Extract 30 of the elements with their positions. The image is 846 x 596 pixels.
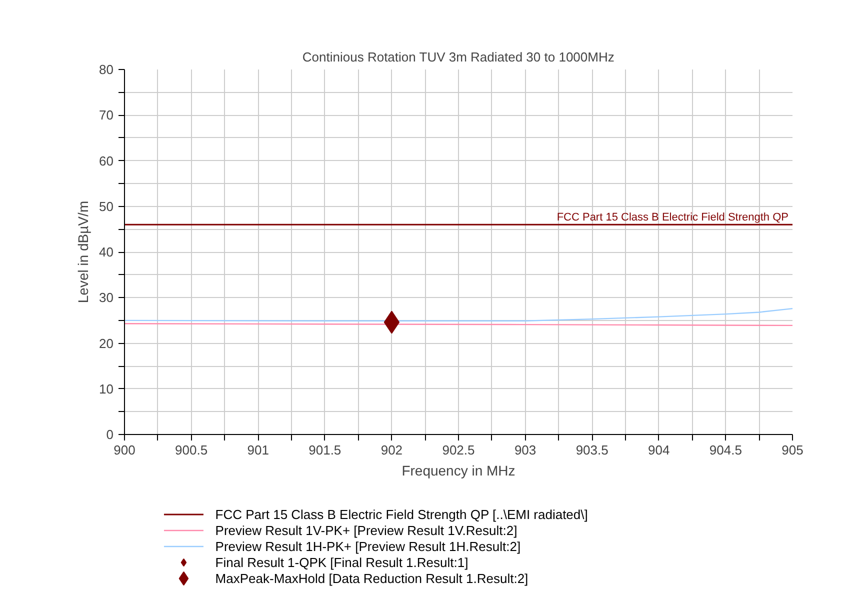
x-tick-label: 903.5 <box>576 442 608 458</box>
x-tick-label: 904.5 <box>709 442 742 458</box>
legend-label: Final Result 1-QPK [Final Result 1.Result:1] <box>215 555 468 570</box>
x-tick-label: 902.5 <box>442 442 475 458</box>
y-tick-label: 20 <box>99 336 114 351</box>
annotation: FCC Part 15 Class B Electric Field Strength QP <box>556 212 788 224</box>
y-tick-label: 50 <box>99 198 114 214</box>
legend-label: FCC Part 15 Class B Electric Field Strength QP [..\EMI radiated\] <box>215 507 588 522</box>
x-tick-label: 900.5 <box>175 442 208 458</box>
y-tick-label: 30 <box>99 290 114 306</box>
x-tick-label: 902 <box>380 442 403 458</box>
y-tick-label: 0 <box>106 427 114 442</box>
x-tick-label: 901.5 <box>308 442 342 458</box>
legend-label: Preview Result 1H-PK+ [Preview Result 1H.Result:2] <box>215 539 521 554</box>
legend-label: Preview Result 1V-PK+ [Preview Result 1V.Result:2] <box>215 523 518 538</box>
x-axis-title: Frequency in MHz <box>402 462 516 478</box>
x-tick-label: 900 <box>114 442 136 458</box>
y-tick-label: 40 <box>99 244 114 260</box>
chart-title: Continious Rotation TUV 3m Radiated 30 to 1000MHz <box>302 50 614 64</box>
legend-label: MaxPeak-MaxHold [Data Reduction Result 1.Result:2] <box>215 571 528 586</box>
y-tick-label: 70 <box>99 108 114 123</box>
x-tick-label: 901 <box>247 442 269 458</box>
x-tick-label: 904 <box>648 442 670 458</box>
y-axis-title: Level in dBµV/m <box>75 200 92 304</box>
line-series <box>124 308 792 322</box>
y-tick-label: 80 <box>99 62 114 77</box>
x-tick-label: 903 <box>514 442 536 458</box>
y-tick-label: 10 <box>99 381 114 396</box>
x-tick-label: 905 <box>782 442 804 458</box>
y-tick-label: 60 <box>99 153 114 168</box>
